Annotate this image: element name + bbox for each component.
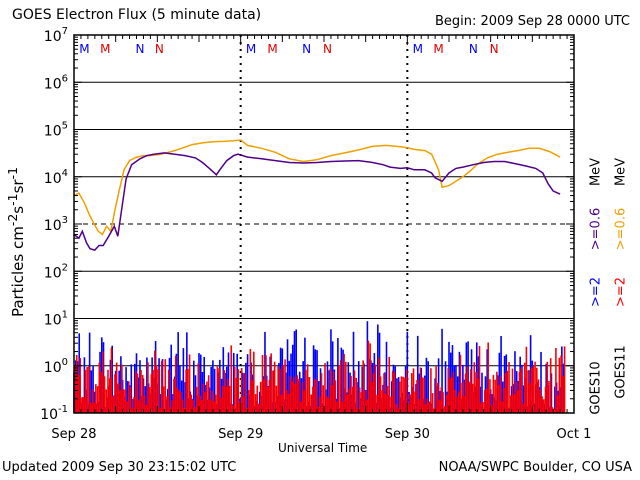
satellite-marker: M [433,42,443,56]
y-tick-label: 103 [44,215,68,234]
satellite-marker: M [100,42,110,56]
y-tick-label: 105 [44,121,68,140]
x-tick-label: Oct 1 [557,427,592,442]
credit-text: NOAA/SWPC Boulder, CO USA [438,460,632,475]
satellite-marker: M [413,42,423,56]
satellite-marker: M [267,42,277,56]
satellite-marker: M [79,42,89,56]
x-tick-label: Sep 28 [51,427,96,442]
y-tick-label: 106 [44,73,68,92]
x-axis-label: Universal Time [278,441,368,455]
satellite-marker: N [302,42,311,56]
y-tick-label: 10-1 [40,404,68,423]
goes10-low-series-line [73,152,561,251]
satellite-marker: N [155,42,164,56]
y-tick-label: 101 [44,310,68,329]
y-tick-label: 104 [44,168,68,187]
satellite-marker: N [135,42,144,56]
x-tick-label: Sep 30 [385,427,430,442]
updated-timestamp: Updated 2009 Sep 30 23:15:02 UTC [2,460,237,475]
x-tick-label: Sep 29 [218,427,263,442]
goes11-low-series-line [73,139,561,236]
y-tick-label: 107 [44,26,68,45]
satellite-marker: M [246,42,256,56]
satellite-marker: N [469,42,478,56]
begin-time: Begin: 2009 Sep 28 0000 UTC [434,14,630,29]
satellite-marker: N [323,42,332,56]
chart-title: GOES Electron Flux (5 minute data) [12,7,262,23]
satellite-marker: N [490,42,499,56]
y-tick-label: 100 [44,357,68,376]
y-tick-label: 102 [44,262,68,281]
